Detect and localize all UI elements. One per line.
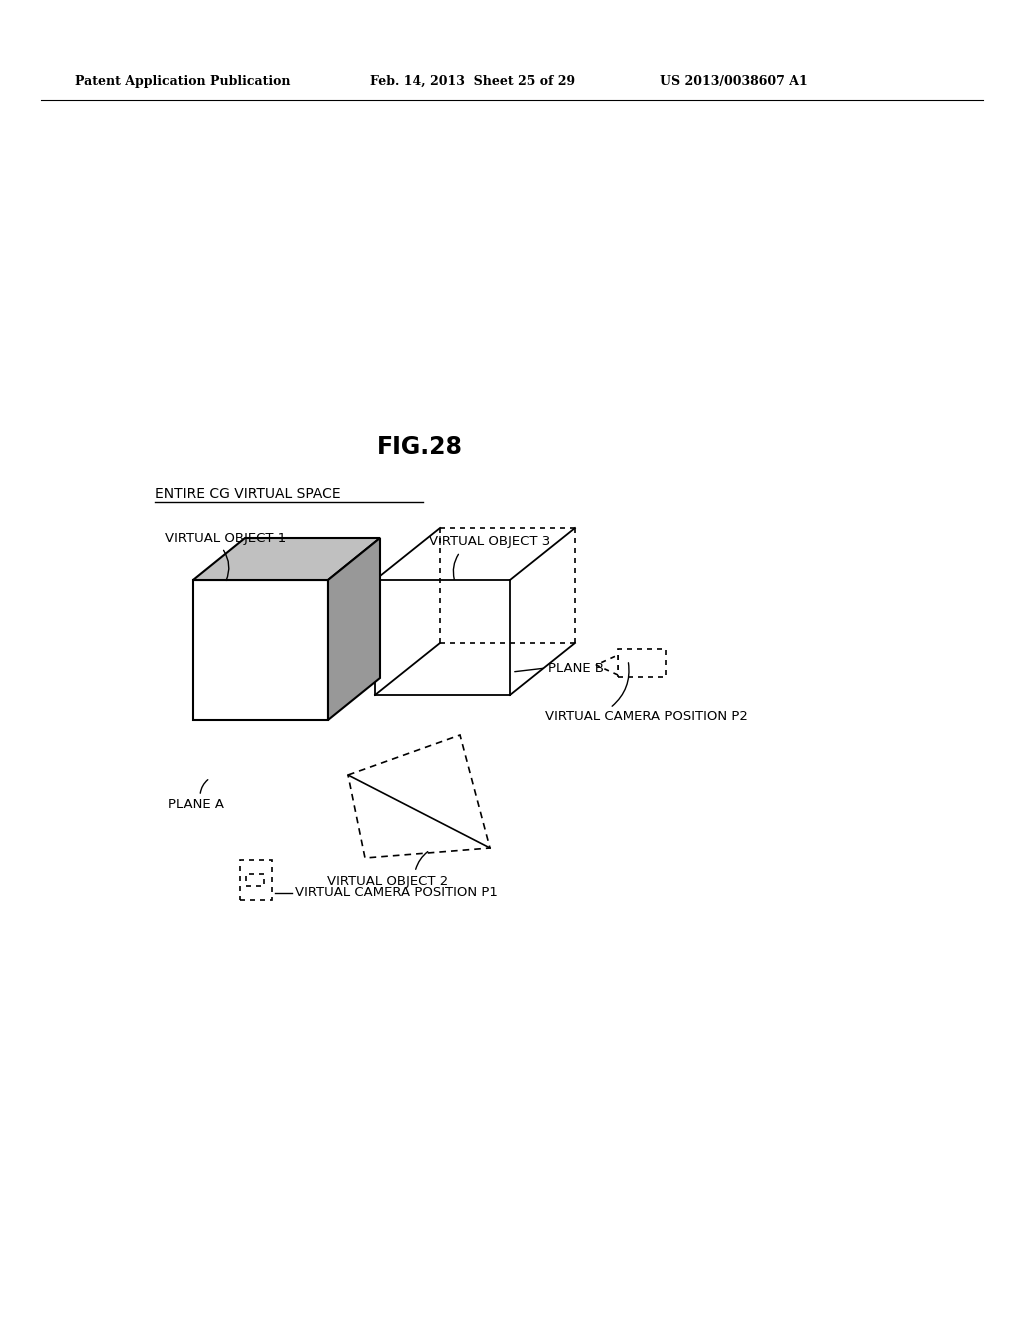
Polygon shape — [193, 539, 380, 579]
Polygon shape — [348, 735, 490, 858]
Text: VIRTUAL OBJECT 1: VIRTUAL OBJECT 1 — [165, 532, 287, 545]
Text: PLANE B: PLANE B — [548, 661, 604, 675]
Text: US 2013/0038607 A1: US 2013/0038607 A1 — [660, 75, 808, 88]
Bar — [618, 649, 666, 677]
Polygon shape — [193, 579, 328, 719]
Text: VIRTUAL CAMERA POSITION P2: VIRTUAL CAMERA POSITION P2 — [545, 710, 748, 723]
Text: VIRTUAL OBJECT 3: VIRTUAL OBJECT 3 — [429, 535, 551, 548]
Text: Patent Application Publication: Patent Application Publication — [75, 75, 291, 88]
Text: VIRTUAL OBJECT 2: VIRTUAL OBJECT 2 — [328, 875, 449, 888]
Text: ENTIRE CG VIRTUAL SPACE: ENTIRE CG VIRTUAL SPACE — [155, 487, 341, 502]
Bar — [240, 861, 272, 900]
Text: VIRTUAL CAMERA POSITION P1: VIRTUAL CAMERA POSITION P1 — [295, 887, 498, 899]
Polygon shape — [328, 539, 380, 719]
Text: PLANE A: PLANE A — [168, 799, 224, 810]
Text: FIG.28: FIG.28 — [377, 436, 463, 459]
Bar — [246, 874, 264, 886]
Text: Feb. 14, 2013  Sheet 25 of 29: Feb. 14, 2013 Sheet 25 of 29 — [370, 75, 575, 88]
Polygon shape — [596, 655, 618, 675]
